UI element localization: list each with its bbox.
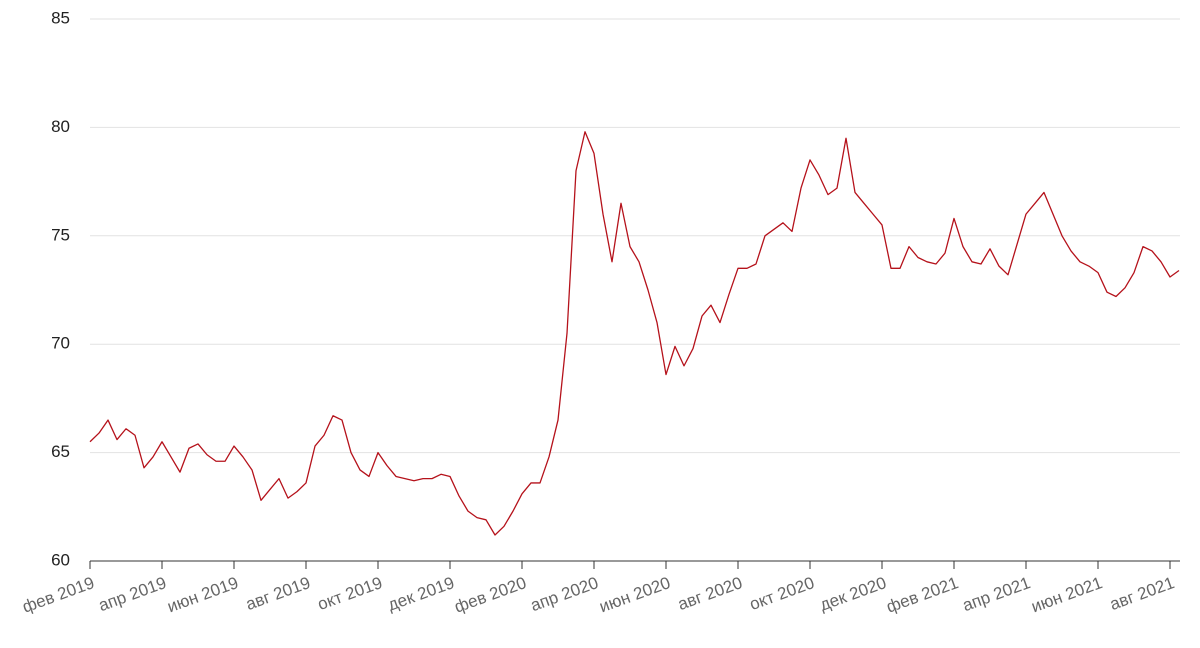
y-tick-label: 70 — [51, 334, 70, 353]
x-tick-label: дек 2019 — [385, 573, 457, 615]
y-tick-label: 85 — [51, 8, 70, 27]
x-tick-label: июн 2020 — [597, 573, 673, 616]
x-tick-label: июн 2021 — [1029, 573, 1105, 616]
x-tick-label: авг 2020 — [675, 573, 745, 614]
x-tick-label: июн 2019 — [165, 573, 241, 616]
y-tick-label: 60 — [51, 550, 70, 569]
x-tick-label: авг 2019 — [243, 573, 313, 614]
x-tick-label: окт 2020 — [747, 573, 817, 614]
y-tick-label: 65 — [51, 442, 70, 461]
y-tick-label: 75 — [51, 225, 70, 244]
x-tick-label: апр 2021 — [960, 573, 1033, 615]
x-tick-label: дек 2020 — [817, 573, 889, 615]
y-tick-label: 80 — [51, 117, 70, 136]
x-tick-label: апр 2020 — [528, 573, 601, 615]
x-tick-label: авг 2021 — [1107, 573, 1177, 614]
x-tick-label: фев 2020 — [452, 573, 529, 617]
x-tick-label: апр 2019 — [96, 573, 169, 615]
x-tick-label: окт 2019 — [315, 573, 385, 614]
line — [89, 131, 1180, 536]
x-tick-label: фев 2021 — [884, 573, 961, 617]
x-tick-label: фев 2019 — [20, 573, 97, 617]
